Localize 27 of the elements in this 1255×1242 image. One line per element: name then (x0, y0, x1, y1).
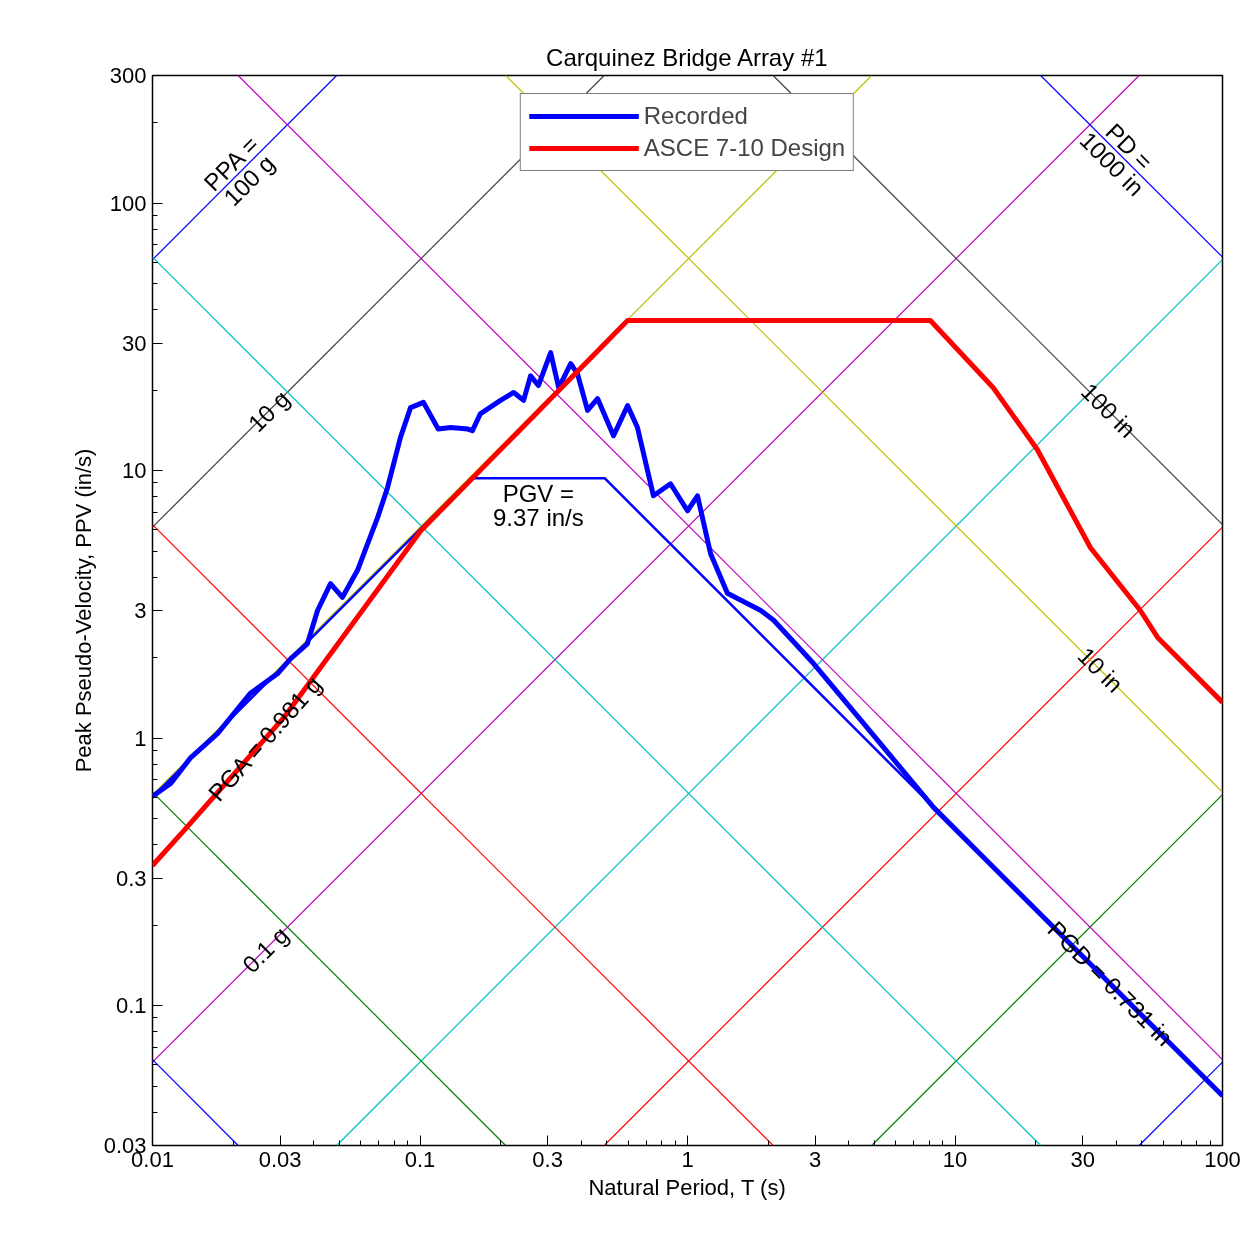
y-tick-label: 0.3 (115, 865, 147, 891)
annotation: 10 in (1072, 641, 1129, 698)
x-tick-label: 30 (1070, 1146, 1095, 1172)
annotation: 0.1 g (236, 921, 294, 978)
annotation: 10 g (242, 384, 295, 438)
y-tick-label: 30 (122, 330, 147, 356)
x-tick-label: 1 (681, 1146, 694, 1172)
y-axis-title: Peak Pseudo-Velocity, PPV (in/s) (70, 448, 96, 773)
x-tick-label: 100 (1204, 1146, 1241, 1172)
y-tick-label: 0.1 (115, 993, 147, 1019)
y-tick-label: 300 (109, 63, 147, 88)
annotation: 100 in (1075, 377, 1142, 443)
x-tick-label: 0.3 (532, 1146, 563, 1172)
annotation: PGV = 9.37 in/s (493, 480, 584, 532)
y-tick-label: 1 (134, 725, 147, 751)
legend-label: Recorded (643, 102, 748, 130)
x-tick-label: 0.1 (404, 1146, 436, 1172)
legend-label: ASCE 7-10 Design (643, 134, 846, 162)
x-tick-label: 0.03 (258, 1146, 302, 1172)
x-axis-title: Natural Period, T (s) (588, 1174, 786, 1200)
y-tick-label: 10 (122, 458, 147, 484)
x-tick-label: 10 (942, 1146, 968, 1172)
y-tick-label: 3 (134, 598, 147, 623)
y-tick-label: 100 (109, 190, 147, 216)
x-tick-label: 3 (809, 1146, 822, 1172)
chart-title: Carquinez Bridge Array #1 (546, 43, 828, 71)
annotation: PPA = 100 g (198, 130, 280, 212)
